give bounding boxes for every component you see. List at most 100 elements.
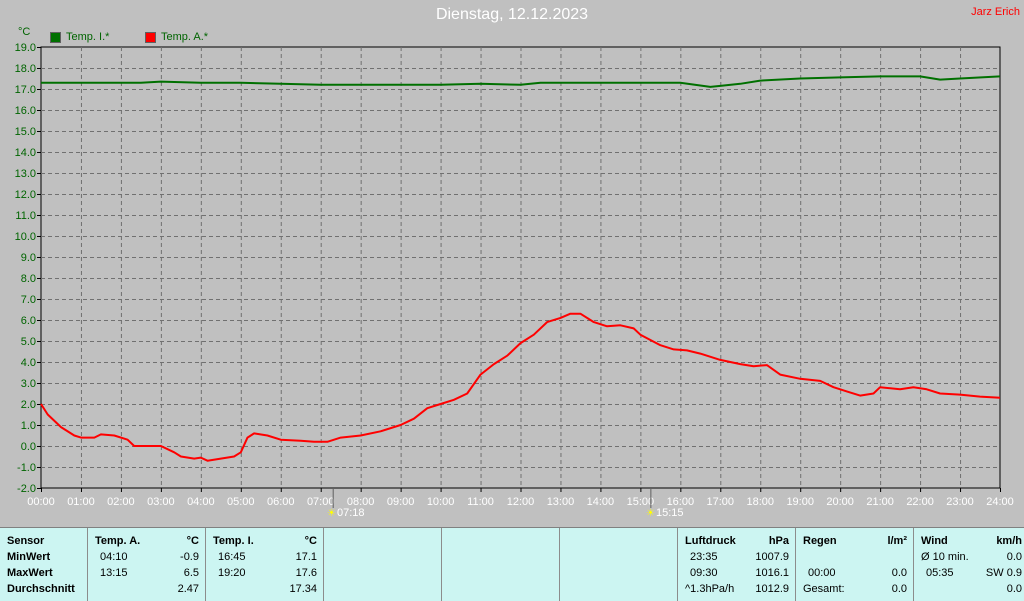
sunset-icon: ☀: [646, 508, 655, 519]
y-tick-label: 10.0: [15, 231, 36, 243]
y-tick-label: 14.0: [15, 147, 36, 159]
header-hpa: hPa: [768, 535, 789, 547]
min-wind-value: 0.0: [1006, 551, 1022, 563]
header-regen: Regen: [803, 535, 837, 547]
min-temp-i-value: 17.1: [295, 551, 317, 563]
y-tick-label: 9.0: [21, 252, 36, 264]
avg-temp-a-value: 2.47: [177, 583, 199, 595]
min-pressure-value: 1007.9: [755, 551, 789, 563]
x-tick-label: 19:00: [786, 496, 814, 508]
x-tick-label: 06:00: [267, 496, 295, 508]
y-tick-label: 6.0: [21, 315, 36, 327]
max-pressure-time: 09:30: [690, 567, 718, 579]
series-line-temp-a: [40, 312, 1001, 462]
statistics-table: Sensor Temp. A. °C Temp. I. °C Luftdruck…: [0, 527, 1024, 601]
sunrise-marker: ☀07:18: [327, 507, 365, 519]
x-tick-label: 15:00: [627, 496, 655, 508]
legend-swatch-temp-a: [145, 31, 156, 43]
table-divider: [323, 528, 324, 601]
x-tick-label: 21:00: [866, 496, 894, 508]
x-tick-label: 04:00: [187, 496, 215, 508]
max-temp-i-value: 17.6: [295, 567, 317, 579]
max-temp-a-time: 13:15: [100, 567, 128, 579]
legend-item-temp-a: Temp. A.*: [145, 31, 208, 43]
min-wind-time: Ø 10 min.: [921, 551, 969, 563]
y-tick-label: 0.0: [21, 441, 36, 453]
table-divider: [87, 528, 88, 601]
min-temp-a-time: 04:10: [100, 551, 128, 563]
y-tick-label: 18.0: [15, 63, 36, 75]
y-tick-label: -1.0: [17, 462, 36, 474]
header-luftdruck: Luftdruck: [685, 535, 736, 547]
x-tick-label: 13:00: [547, 496, 575, 508]
series-line-temp-i: [41, 75, 1001, 88]
y-tick-label: 13.0: [15, 168, 36, 180]
y-tick-label: 15.0: [15, 126, 36, 138]
header-unit-c: °C: [304, 535, 317, 547]
x-tick-label: 02:00: [107, 496, 135, 508]
x-tick-label: 23:00: [946, 496, 974, 508]
x-tick-label: 24:00: [986, 496, 1014, 508]
temperature-chart: -2.0 -1.0 0.0 1.0 2.0 3.0 4.0 5.0 6.0 7.0 8.0 9.0 10…: [15, 42, 1014, 508]
avg-wind-value: 0.0: [1006, 583, 1022, 595]
table-divider: [795, 528, 796, 601]
rain-total-value: 0.0: [891, 583, 907, 595]
y-tick-label: 12.0: [15, 189, 36, 201]
avg-pressure-value: 1012.9: [755, 583, 789, 595]
x-tick-label: 09:00: [387, 496, 415, 508]
sunset-time: 15:15: [655, 507, 684, 519]
chart-title: Dienstag, 12.12.2023: [435, 6, 589, 23]
sunset-marker: ☀15:15: [646, 507, 684, 519]
table-divider: [913, 528, 914, 601]
min-temp-i-time: 16:45: [218, 551, 246, 563]
x-tick-label: 10:00: [427, 496, 455, 508]
y-tick-label: -2.0: [17, 483, 36, 495]
x-tick-label: 11:00: [467, 496, 494, 508]
y-tick-label: 16.0: [15, 105, 36, 117]
x-tick-label: 12:00: [507, 496, 535, 508]
y-tick-label: 19.0: [15, 42, 36, 54]
x-tick-label: 16:00: [667, 496, 695, 508]
author-label: Jarz Erich: [971, 6, 1020, 18]
row-label-max: MaxWert: [7, 567, 53, 579]
y-tick-label: 4.0: [21, 357, 36, 369]
rain-total-label: Gesamt:: [803, 583, 845, 595]
header-sensor: Sensor: [7, 535, 45, 547]
y-tick-label: 3.0: [21, 378, 36, 390]
avg-temp-i-value: 17.34: [289, 583, 317, 595]
min-pressure-time: 23:35: [690, 551, 718, 563]
y-tick-label: 8.0: [21, 273, 36, 285]
max-wind-time: 05:35: [926, 567, 954, 579]
y-tick-label: 1.0: [21, 420, 36, 432]
sunrise-icon: ☀: [327, 508, 336, 519]
max-temp-i-time: 19:20: [218, 567, 246, 579]
x-tick-label: 17:00: [707, 496, 735, 508]
sunrise-time: 07:18: [336, 507, 365, 519]
min-temp-a-value: -0.9: [180, 551, 199, 563]
table-divider: [677, 528, 678, 601]
row-label-average: Durchschnitt: [7, 583, 75, 595]
y-tick-label: 7.0: [21, 294, 36, 306]
x-tick-label: 22:00: [906, 496, 934, 508]
legend-label-temp-a: Temp. A.*: [161, 31, 209, 43]
header-wind: Wind: [921, 535, 948, 547]
max-rain-value: 0.0: [891, 567, 907, 579]
y-axis-unit: °C: [18, 26, 31, 38]
header-unit-c: °C: [186, 535, 199, 547]
header-kmh: km/h: [996, 535, 1022, 547]
max-temp-a-value: 6.5: [183, 567, 199, 579]
y-tick-label: 17.0: [15, 84, 36, 96]
header-temp-i: Temp. I.: [213, 535, 254, 547]
x-tick-label: 18:00: [746, 496, 774, 508]
table-divider: [559, 528, 560, 601]
legend-swatch-temp-i: [50, 31, 61, 43]
legend-item-temp-i: Temp. I.*: [50, 31, 109, 43]
x-tick-label: 07:00: [307, 496, 335, 508]
pressure-trend: ^1.3hPa/h: [685, 583, 735, 595]
y-tick-label: 2.0: [21, 399, 36, 411]
table-divider: [205, 528, 206, 601]
x-tick-label: 03:00: [147, 496, 175, 508]
legend-label-temp-i: Temp. I.*: [66, 31, 110, 43]
x-tick-label: 00:00: [27, 496, 55, 508]
header-lm2: l/m²: [887, 535, 907, 547]
